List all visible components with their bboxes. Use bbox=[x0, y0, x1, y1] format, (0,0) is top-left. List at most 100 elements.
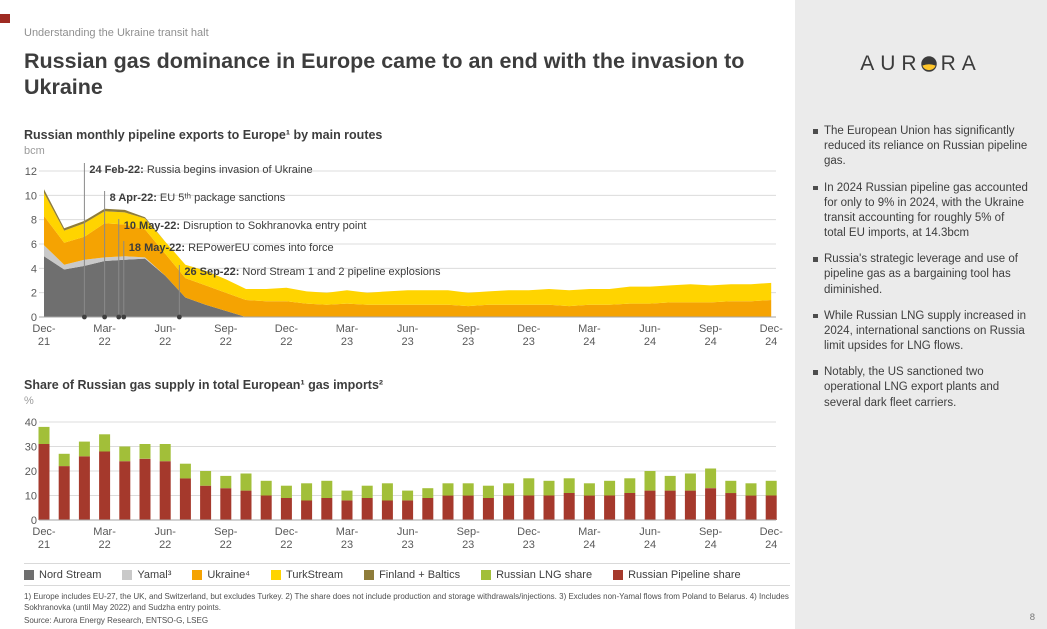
y-tick-label: 0 bbox=[31, 312, 37, 324]
bar-segment bbox=[482, 498, 494, 520]
bar-month-dec-23 bbox=[523, 478, 535, 520]
bar-segment bbox=[725, 480, 737, 494]
bar-segment bbox=[159, 461, 171, 520]
y-tick-label: 10 bbox=[25, 190, 37, 202]
bar-segment bbox=[159, 444, 171, 462]
bar-month-mar-24 bbox=[583, 483, 595, 520]
legend-item: Finland + Baltics bbox=[364, 569, 460, 581]
bar-segment bbox=[260, 480, 272, 496]
annotation-label: 26 Sep-22: Nord Stream 1 and 2 pipeline … bbox=[184, 266, 441, 278]
aurora-logo: AUR RA bbox=[795, 52, 1047, 76]
bar-segment bbox=[301, 500, 313, 520]
bar-month-feb-24 bbox=[563, 478, 575, 520]
bar-segment bbox=[644, 471, 656, 491]
event-annotation: 26 Sep-22: Nord Stream 1 and 2 pipeline … bbox=[176, 265, 441, 320]
legend-label: Ukraine⁴ bbox=[207, 568, 251, 581]
bar-segment bbox=[442, 483, 454, 496]
bar-segment bbox=[745, 495, 757, 520]
y-tick-label: 6 bbox=[31, 239, 37, 251]
x-tick-label: Mar-24 bbox=[578, 323, 601, 348]
bar-segment bbox=[119, 446, 131, 462]
y-tick-label: 40 bbox=[25, 417, 37, 429]
bar-month-sep-23 bbox=[462, 483, 474, 520]
key-point: The European Union has significantly red… bbox=[813, 124, 1029, 170]
bar-segment bbox=[684, 490, 696, 520]
footnotes: 1) Europe includes EU-27, the UK, and Sw… bbox=[24, 592, 790, 626]
event-annotation: 8 Apr-22: EU 5ᵗʰ package sanctions bbox=[102, 191, 286, 320]
legend-swatch bbox=[24, 569, 34, 580]
bar-month-may-22 bbox=[139, 444, 151, 521]
area-series-nord-stream bbox=[44, 256, 772, 317]
x-tick-label: Jun-23 bbox=[397, 526, 419, 551]
bar-segment bbox=[624, 493, 636, 520]
bar-segment bbox=[119, 461, 131, 520]
bar-segment bbox=[563, 493, 575, 520]
accent-square bbox=[0, 14, 10, 23]
logo-text-right: RA bbox=[940, 52, 982, 75]
bar-segment bbox=[442, 495, 454, 520]
y-tick-label: 10 bbox=[25, 491, 37, 503]
bar-chart-title: Share of Russian gas supply in total Eur… bbox=[24, 378, 384, 392]
bar-segment bbox=[280, 485, 292, 498]
bar-month-aug-22 bbox=[200, 471, 212, 520]
x-tick-label: Dec-21 bbox=[32, 526, 56, 551]
legend-item: TurkStream bbox=[271, 569, 343, 581]
bar-segment bbox=[99, 434, 111, 452]
bar-month-jan-23 bbox=[301, 483, 313, 520]
x-tick-label: Jun-22 bbox=[154, 526, 176, 551]
key-point: While Russian LNG supply increased in 20… bbox=[813, 309, 1029, 355]
bar-segment bbox=[765, 495, 777, 520]
legend-label: Russian Pipeline share bbox=[628, 568, 741, 581]
bar-segment bbox=[705, 488, 717, 520]
sidebar: AUR RA The European Union has significan… bbox=[795, 0, 1047, 629]
x-tick-label: Jun-23 bbox=[397, 323, 419, 348]
bar-segment bbox=[78, 456, 90, 520]
bar-month-jun-23 bbox=[402, 490, 414, 520]
bar-segment bbox=[200, 471, 212, 486]
bar-segment bbox=[58, 453, 70, 467]
bar-segment bbox=[361, 485, 373, 498]
bar-segment bbox=[583, 495, 595, 520]
bar-month-jun-24 bbox=[644, 471, 656, 520]
page-title: Russian gas dominance in Europe came to … bbox=[24, 49, 745, 100]
bar-segment bbox=[280, 498, 292, 520]
bar-segment bbox=[503, 495, 515, 520]
x-tick-label: Sep-23 bbox=[457, 323, 481, 348]
x-tick-label: Sep-24 bbox=[699, 323, 723, 348]
bar-segment bbox=[563, 478, 575, 493]
bar-segment bbox=[482, 485, 494, 498]
x-tick-label: Jun-24 bbox=[639, 526, 661, 551]
annotation-dot bbox=[116, 314, 122, 320]
y-tick-label: 0 bbox=[31, 515, 37, 527]
bar-month-oct-22 bbox=[240, 473, 252, 520]
area-series-turkstream bbox=[44, 192, 772, 307]
annotation-dot bbox=[102, 314, 107, 320]
bar-segment bbox=[422, 488, 434, 498]
bar-segment bbox=[664, 475, 676, 491]
y-tick-label: 12 bbox=[25, 166, 37, 178]
legend-label: TurkStream bbox=[286, 568, 344, 581]
annotation-label: 8 Apr-22: EU 5ᵗʰ package sanctions bbox=[110, 192, 286, 204]
key-points-list: The European Union has significantly red… bbox=[813, 124, 1029, 411]
bar-segment bbox=[321, 498, 333, 520]
bar-month-apr-24 bbox=[604, 480, 616, 520]
legend-swatch bbox=[271, 569, 282, 580]
bar-segment bbox=[240, 473, 252, 491]
x-tick-label: Dec-22 bbox=[275, 323, 299, 348]
bar-month-may-23 bbox=[381, 483, 393, 520]
bar-month-jan-22 bbox=[58, 453, 70, 520]
bar-segment bbox=[543, 480, 555, 496]
legend-item: Russian LNG share bbox=[481, 569, 592, 581]
y-tick-label: 8 bbox=[31, 215, 37, 227]
bar-month-dec-24 bbox=[765, 480, 777, 520]
event-annotation: 18 May-22: REPowerEU comes into force bbox=[121, 241, 334, 320]
event-annotation: 10 May-22: Disruption to Sokhranovka ent… bbox=[116, 219, 367, 320]
x-tick-label: Mar-22 bbox=[93, 323, 116, 348]
annotation-dot bbox=[176, 314, 182, 320]
legend-item: Russian Pipeline share bbox=[613, 569, 741, 581]
key-point: In 2024 Russian pipeline gas accounted f… bbox=[813, 181, 1029, 242]
x-tick-label: Sep-22 bbox=[214, 526, 238, 551]
x-tick-label: Dec-21 bbox=[32, 323, 56, 348]
bar-segment bbox=[38, 426, 50, 444]
